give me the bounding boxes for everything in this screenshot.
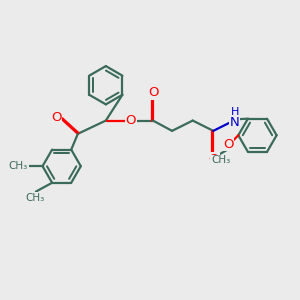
Text: O: O [148, 86, 159, 99]
Text: O: O [126, 114, 136, 127]
Text: O: O [51, 111, 62, 124]
Text: N: N [230, 116, 240, 128]
Text: O: O [208, 153, 219, 166]
Text: CH₃: CH₃ [9, 160, 28, 171]
Text: O: O [223, 138, 233, 151]
Text: H: H [231, 107, 239, 117]
Text: CH₃: CH₃ [211, 155, 230, 165]
Text: CH₃: CH₃ [26, 193, 45, 203]
